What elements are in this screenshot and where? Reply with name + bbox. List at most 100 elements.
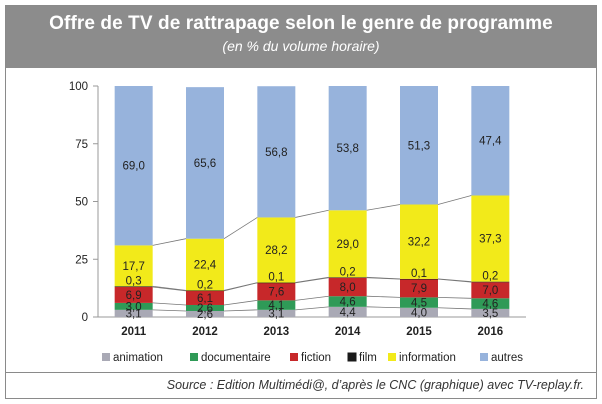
x-tick-label: 2014	[335, 326, 361, 338]
data-label-information: 37,3	[479, 234, 501, 246]
bar-segment-animation	[257, 309, 296, 317]
data-label-information: 22,4	[194, 260, 217, 272]
stacked-bar-chart: 0 25 50 75 100 3,1 2,6 3,1 4,4 4,0 3,5 3,0 2,6 4,1 4,6…	[69, 81, 526, 364]
bar-segment-autres	[114, 86, 153, 246]
y-tick-label: 25	[75, 254, 88, 266]
data-label-fiction: 7,9	[411, 283, 427, 295]
y-tick-label: 50	[75, 197, 88, 209]
data-label-autres: 47,4	[479, 136, 502, 148]
data-label-film: 0,2	[340, 266, 356, 278]
bar-segment-film	[257, 282, 296, 284]
x-tick-label: 2015	[406, 326, 432, 338]
bar-segment-animation	[471, 308, 510, 317]
bar-segment-film	[186, 290, 224, 292]
data-label-autres: 53,8	[336, 143, 358, 155]
data-label-autres: 56,8	[265, 147, 287, 159]
bar-segment-documentaire	[328, 296, 367, 307]
chart-panel: Offre de TV de rattrapage selon le genre…	[5, 5, 597, 399]
y-tick-label: 0	[82, 312, 88, 324]
bar-segment-autres	[471, 86, 510, 196]
series-connector-line	[437, 278, 472, 283]
y-tick-label: 75	[75, 139, 88, 151]
legend-label-documentaire: documentaire	[201, 352, 271, 364]
series-connector-line	[295, 295, 329, 301]
data-label-animation: 2,6	[197, 309, 213, 321]
bar-segment-documentaire	[114, 302, 153, 310]
data-label-fiction: 6,9	[126, 290, 142, 302]
data-label-film: 0,2	[197, 279, 213, 291]
bar-segment-autres	[257, 86, 296, 218]
data-label-animation: 4,4	[340, 307, 357, 319]
bar-segment-information	[400, 204, 438, 279]
legend-swatch-fiction	[290, 353, 298, 361]
series-connector-line	[437, 195, 472, 205]
bar-segment-documentaire	[471, 298, 510, 309]
data-label-film: 0,3	[126, 275, 142, 287]
bar-segment-documentaire	[186, 304, 224, 311]
series-connector-line	[295, 306, 329, 311]
data-label-animation: 3,5	[482, 308, 498, 320]
data-label-film: 0,1	[268, 272, 284, 284]
series-connector-line	[366, 306, 401, 309]
bar-segment-fiction	[400, 279, 438, 298]
data-label-documentaire: 4,5	[411, 298, 427, 310]
bar-segment-animation	[186, 310, 224, 317]
data-label-fiction: 8,0	[340, 282, 356, 294]
bar-segment-animation	[114, 309, 153, 317]
source-note: Source : Edition Multimédi@, d’après le …	[166, 378, 584, 392]
data-label-documentaire: 3,0	[126, 301, 142, 313]
series-connector-line	[366, 204, 401, 211]
data-label-documentaire: 4,6	[482, 299, 498, 311]
series-connector-line	[295, 276, 329, 283]
data-label-animation: 3,1	[126, 308, 142, 320]
series-connector-line	[366, 295, 401, 298]
legend-label-autres: autres	[491, 352, 523, 364]
bar-segment-animation	[328, 306, 367, 317]
bar-segment-information	[114, 245, 153, 287]
bar-segment-autres	[328, 86, 367, 211]
x-tick-label: 2012	[192, 326, 218, 338]
bar-segment-documentaire	[257, 300, 296, 310]
bar-segment-documentaire	[400, 297, 438, 308]
bar-segment-fiction	[186, 290, 224, 305]
series-connector-line	[223, 282, 258, 291]
series-connector-line	[223, 299, 258, 306]
series-connector-line	[152, 309, 187, 312]
legend-label-film: film	[359, 352, 377, 364]
bar-segment-film	[328, 277, 367, 278]
bar-segment-fiction	[328, 277, 367, 297]
series-connector-line	[152, 238, 187, 246]
data-label-autres: 51,3	[408, 140, 430, 152]
data-label-information: 32,2	[408, 237, 430, 249]
series-connector-line	[295, 209, 329, 218]
series-connector-line	[223, 309, 258, 312]
series-connector-line	[152, 302, 187, 306]
legend-swatch-film	[347, 352, 357, 362]
data-label-film: 0,2	[482, 271, 498, 283]
series-connector-line	[152, 286, 187, 292]
bar-segment-information	[186, 238, 224, 291]
series-connector-line	[437, 307, 472, 310]
x-tick-label: 2013	[264, 326, 290, 338]
bar-segment-film	[471, 281, 510, 283]
x-tick-label: 2016	[478, 326, 504, 338]
bar-segment-autres	[400, 86, 438, 205]
bar-segment-fiction	[471, 282, 510, 299]
series-connector-line	[366, 276, 401, 280]
data-label-documentaire: 4,6	[340, 297, 356, 309]
data-label-fiction: 6,1	[197, 293, 213, 305]
bar-segment-fiction	[257, 282, 296, 301]
legend-label-fiction: fiction	[301, 352, 331, 364]
y-tick-label: 100	[69, 81, 88, 93]
data-label-film: 0,1	[411, 268, 427, 280]
bar-segment-information	[471, 195, 510, 282]
legend-label-information: information	[399, 352, 456, 364]
data-label-animation: 4,0	[411, 307, 427, 319]
legend-label-animation: animation	[113, 352, 163, 364]
data-label-fiction: 7,6	[268, 287, 284, 299]
chart-area: 0 25 50 75 100 3,1 2,6 3,1 4,4 4,0 3,5 3,0 2,6 4,1 4,6…	[6, 68, 596, 374]
legend-swatch-information	[388, 353, 396, 361]
series-connector-line	[437, 296, 472, 299]
x-tick-label: 2011	[121, 326, 147, 338]
data-label-information: 17,7	[122, 261, 144, 273]
